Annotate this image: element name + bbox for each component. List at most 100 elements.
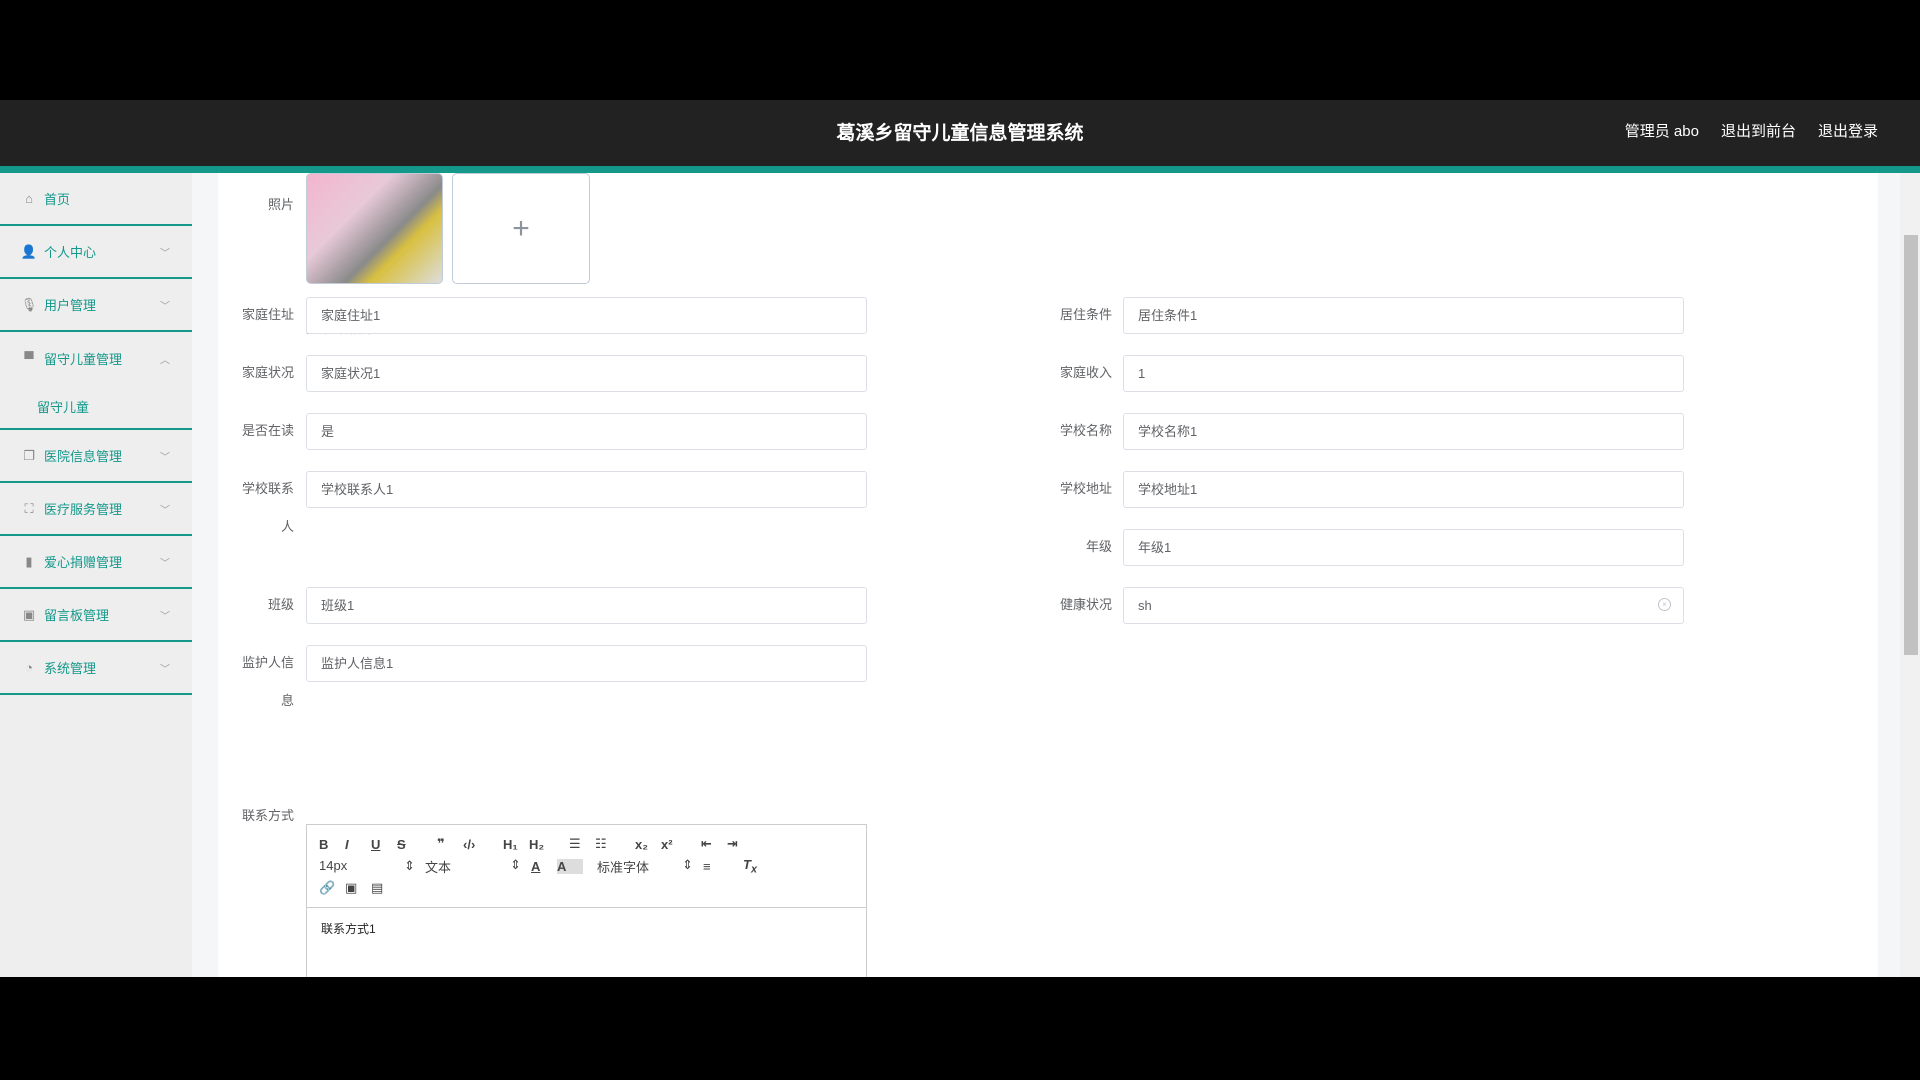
chevron-down-icon: ﹀: [160, 301, 170, 312]
scrollbar-thumb[interactable]: [1904, 235, 1918, 655]
sidebar-item-label: 系统管理: [44, 661, 97, 676]
blockquote-button[interactable]: ❞: [437, 836, 445, 851]
logout-link[interactable]: 退出登录: [1817, 123, 1878, 140]
sidebar-subitem[interactable]: 留守儿童: [0, 385, 192, 430]
sidebar-item-label: 个人中心: [44, 245, 97, 260]
field-value: 监护人信息1: [321, 656, 394, 671]
sidebar-item-8[interactable]: ◔ 系统管理 ﹀: [0, 642, 192, 695]
field-label: 学校地址: [1059, 481, 1112, 496]
field-input[interactable]: 监护人信息1: [306, 645, 867, 682]
subscript-button[interactable]: x₂: [635, 836, 649, 852]
field-label: 是否在读: [241, 423, 294, 438]
field-label: 家庭收入: [1059, 365, 1112, 380]
scrollbar[interactable]: [1900, 173, 1920, 977]
underline-button[interactable]: U: [371, 836, 381, 852]
sidebar-item-label: 用户管理: [44, 298, 97, 313]
field-value: 学校联系人1: [321, 482, 394, 497]
bullet-list-button[interactable]: ☷: [595, 836, 607, 851]
italic-button[interactable]: I: [345, 836, 349, 852]
plus-icon: +: [512, 211, 530, 245]
outdent-button[interactable]: ⇤: [701, 836, 712, 851]
chevron-down-icon: ﹀: [160, 452, 170, 463]
microphone-icon: 🎙: [20, 296, 38, 312]
uploaded-photo[interactable]: [306, 173, 443, 284]
font-size-select[interactable]: 14px ⇕: [319, 858, 415, 873]
field-input[interactable]: 学校地址1: [1123, 471, 1684, 508]
chevron-down-icon: ﹀: [160, 558, 170, 569]
field-label: 居住条件: [1059, 307, 1112, 322]
sidebar-item-1[interactable]: 👤 个人中心 ﹀: [0, 226, 192, 279]
clipboard-icon: ▣: [22, 606, 36, 622]
copy-icon: ❐: [23, 447, 35, 463]
chevron-down-icon: ﹀: [160, 664, 170, 675]
field-input[interactable]: 家庭住址1: [306, 297, 867, 334]
field-value: sh: [1138, 598, 1152, 613]
chevron-down-icon: ﹀: [160, 505, 170, 516]
field-input[interactable]: 居住条件1: [1123, 297, 1684, 334]
field-value: 居住条件1: [1138, 308, 1198, 323]
field-label: 年级: [1085, 539, 1112, 554]
sidebar-item-label: 留守儿童管理: [44, 352, 123, 367]
sidebar-item-4[interactable]: ❐ 医院信息管理 ﹀: [0, 430, 192, 483]
font-family-select[interactable]: 标准字体 ⇕: [597, 856, 693, 875]
field-input[interactable]: 家庭状况1: [306, 355, 867, 392]
bar-chart-icon: ▮: [25, 553, 33, 569]
upload-plus-button[interactable]: +: [452, 173, 590, 284]
strike-button[interactable]: S: [397, 836, 406, 852]
chevron-down-icon: ﹀: [160, 611, 170, 622]
image-button[interactable]: ▣: [345, 880, 358, 895]
sidebar-item-5[interactable]: ⛶ 医疗服务管理 ﹀: [0, 483, 192, 536]
superscript-button[interactable]: x²: [661, 836, 673, 852]
code-button[interactable]: ‹/›: [463, 836, 476, 852]
indent-button[interactable]: ⇥: [727, 836, 738, 851]
field-label: 家庭状况: [241, 365, 294, 380]
top-header: 葛溪乡留守儿童信息管理系统 管理员 abo 退出到前台 退出登录: [0, 100, 1920, 173]
bold-button[interactable]: B: [319, 836, 329, 852]
field-label: 监护人信息: [242, 655, 295, 708]
sidebar-item-0[interactable]: ⌂ 首页: [0, 173, 192, 226]
h2-button[interactable]: H₂: [529, 836, 545, 852]
field-input[interactable]: 班级1: [306, 587, 867, 624]
field-label: 班级: [267, 597, 294, 612]
field-input[interactable]: 年级1: [1123, 529, 1684, 566]
field-input[interactable]: 学校名称1: [1123, 413, 1684, 450]
header-select[interactable]: 文本 ⇕: [425, 856, 521, 875]
field-input[interactable]: 1: [1123, 355, 1684, 392]
sidebar-item-label: 医院信息管理: [44, 449, 123, 464]
home-icon: ⌂: [25, 191, 33, 206]
ordered-list-button[interactable]: ☰: [569, 836, 581, 851]
dashboard-icon: ◔: [25, 660, 33, 675]
sidebar-item-3[interactable]: ▀ 留守儿童管理 ︿: [0, 332, 192, 385]
contact-label: 联系方式: [241, 808, 294, 823]
field-label: 家庭住址: [241, 307, 294, 322]
clear-icon[interactable]: ×: [1658, 598, 1671, 611]
sidebar-item-label: 首页: [44, 192, 71, 207]
align-button[interactable]: ≡: [703, 858, 711, 874]
fullscreen-icon: ⛶: [24, 500, 34, 516]
field-input[interactable]: 学校联系人1: [306, 471, 867, 508]
field-input[interactable]: sh ×: [1123, 587, 1684, 624]
editor-content[interactable]: 联系方式1: [321, 922, 376, 936]
sidebar: ⌂ 首页 👤 个人中心 ﹀ 🎙 用户管理 ﹀ ▀ 留守儿童管理 ︿ 留守儿童 ❐ 医院信息管理 ﹀ ⛶ 医疗服务…: [0, 173, 192, 977]
background-color-button[interactable]: A: [557, 858, 583, 874]
sidebar-item-7[interactable]: ▣ 留言板管理 ﹀: [0, 589, 192, 642]
field-value: 家庭住址1: [321, 308, 381, 323]
sidebar-item-label: 留言板管理: [44, 608, 110, 623]
exit-to-front-link[interactable]: 退出到前台: [1720, 123, 1796, 140]
field-input[interactable]: 是: [306, 413, 867, 450]
sidebar-item-2[interactable]: 🎙 用户管理 ﹀: [0, 279, 192, 332]
app-title: 葛溪乡留守儿童信息管理系统: [836, 123, 1084, 144]
field-label: 健康状况: [1059, 597, 1112, 612]
video-button[interactable]: ▤: [371, 880, 384, 895]
current-user: 管理员 abo: [1624, 123, 1699, 140]
h1-button[interactable]: H₁: [503, 836, 518, 852]
clear-format-button[interactable]: Tx: [743, 856, 757, 876]
sidebar-item-6[interactable]: ▮ 爱心捐赠管理 ﹀: [0, 536, 192, 589]
font-color-button[interactable]: A: [531, 858, 541, 874]
monitor-icon: ▀: [24, 351, 34, 366]
field-value: 年级1: [1138, 540, 1172, 555]
chevron-down-icon: ﹀: [160, 248, 170, 259]
link-button[interactable]: 🔗: [319, 880, 336, 895]
